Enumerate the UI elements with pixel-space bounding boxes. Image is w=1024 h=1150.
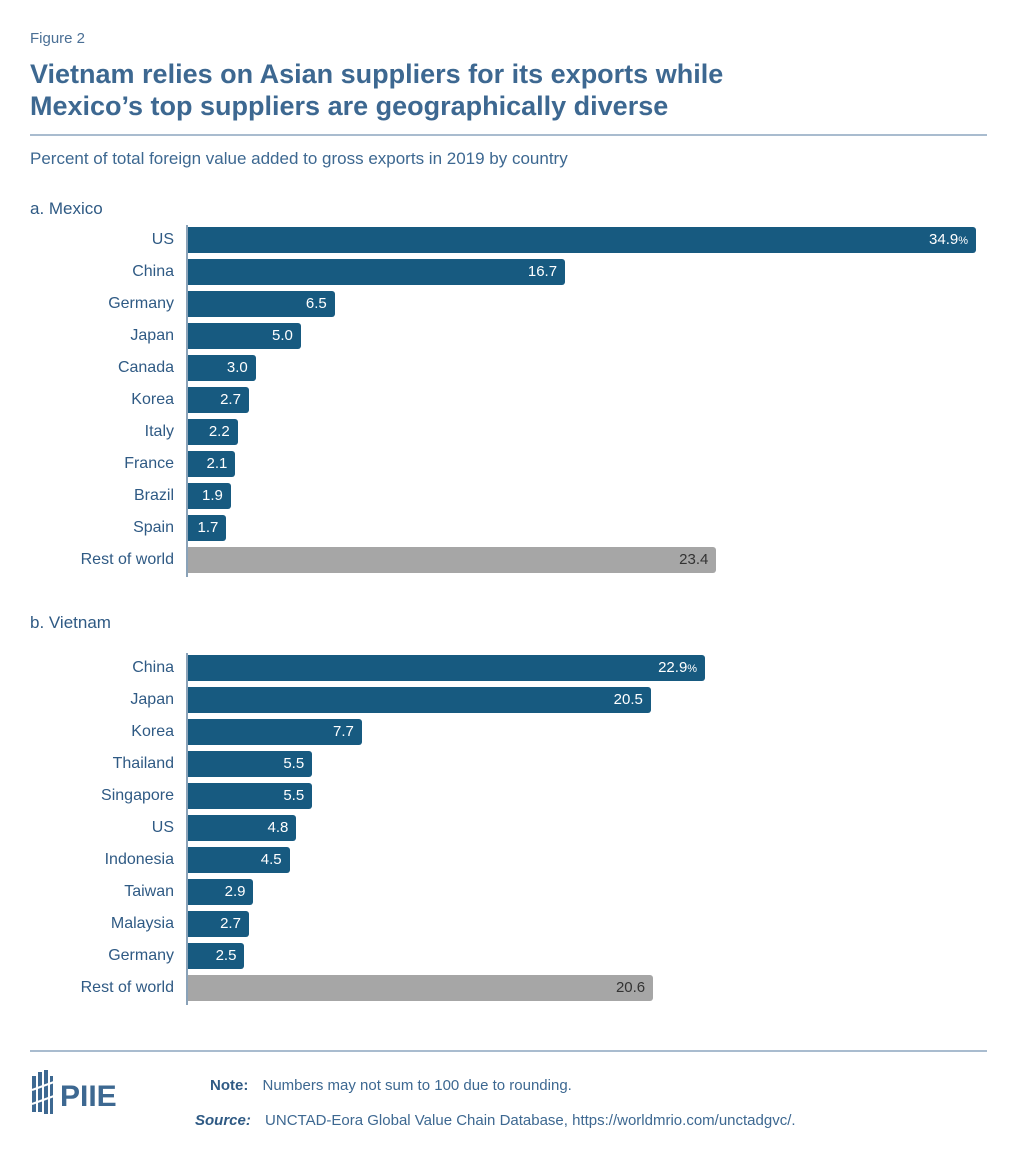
svg-text:PIIE: PIIE xyxy=(60,1080,117,1113)
bar xyxy=(188,387,249,413)
bar xyxy=(188,751,313,777)
category-label: Japan xyxy=(130,691,174,708)
bar xyxy=(188,515,227,541)
bar xyxy=(188,419,238,445)
category-label: Italy xyxy=(144,423,174,440)
category-label: Rest of world xyxy=(80,979,174,996)
value-label: 2.9 xyxy=(224,883,246,900)
category-label: Germany xyxy=(108,947,174,964)
title-divider xyxy=(30,134,987,136)
bar xyxy=(188,323,301,349)
bar xyxy=(188,815,297,841)
bar xyxy=(188,911,249,937)
value-label: 2.7 xyxy=(220,391,241,408)
value-label: 2.7 xyxy=(220,915,241,932)
bar xyxy=(188,291,335,317)
category-label: Canada xyxy=(117,359,174,376)
value-label: 1.7 xyxy=(197,519,219,536)
value-label: 5.5 xyxy=(283,787,305,804)
bar xyxy=(188,259,566,285)
bar xyxy=(188,943,245,969)
value-label: 3.0 xyxy=(226,359,248,376)
value-label: 16.7 xyxy=(527,263,558,280)
bar xyxy=(188,847,290,873)
category-label: China xyxy=(132,263,174,280)
value-label: 5.0 xyxy=(272,327,293,344)
category-label: Japan xyxy=(130,327,174,344)
value-label: 20.6 xyxy=(615,979,646,996)
bar xyxy=(188,355,256,381)
source-label: Source: xyxy=(195,1112,251,1129)
category-label: Korea xyxy=(131,391,174,408)
category-label: US xyxy=(151,819,174,836)
bar xyxy=(188,879,254,905)
bar xyxy=(188,719,362,745)
category-label: Brazil xyxy=(133,487,174,504)
category-label: Rest of world xyxy=(80,551,174,568)
bar xyxy=(188,451,236,477)
source: Source: UNCTAD-Eora Global Value Chain D… xyxy=(195,1112,796,1129)
value-label: 7.7 xyxy=(333,723,354,740)
value-label: 5.5 xyxy=(283,755,305,772)
value-label: 4.8 xyxy=(267,819,289,836)
value-label: 20.5 xyxy=(613,691,643,708)
category-label: Korea xyxy=(131,723,174,740)
axis-line xyxy=(186,225,188,577)
category-label: Singapore xyxy=(101,787,174,804)
category-label: China xyxy=(132,659,174,676)
category-label: Germany xyxy=(108,295,174,312)
source-text: UNCTAD-Eora Global Value Chain Database,… xyxy=(265,1112,796,1129)
title-line-1: Vietnam relies on Asian suppliers for it… xyxy=(30,59,724,89)
value-label: 22.9% xyxy=(658,659,698,676)
panel-title-mexico: a. Mexico xyxy=(30,199,103,218)
value-label: 2.1 xyxy=(206,455,228,472)
bar xyxy=(188,783,313,809)
panel-title-vietnam: b. Vietnam xyxy=(30,613,111,632)
value-label: 2.2 xyxy=(208,423,230,440)
title-line-2: Mexico’s top suppliers are geographicall… xyxy=(30,91,669,121)
category-label: Spain xyxy=(133,519,174,536)
value-label: 34.9% xyxy=(929,231,969,248)
bar xyxy=(188,227,977,253)
value-label: 23.4 xyxy=(679,551,709,568)
figure-title: Vietnam relies on Asian suppliers for it… xyxy=(30,58,990,122)
note: Note: Numbers may not sum to 100 due to … xyxy=(210,1077,572,1094)
category-label: Thailand xyxy=(112,755,174,772)
value-label: 2.5 xyxy=(215,947,237,964)
value-label: 1.9 xyxy=(202,487,223,504)
category-label: France xyxy=(124,455,174,472)
note-label: Note: xyxy=(210,1077,249,1094)
bar xyxy=(188,975,654,1001)
bar xyxy=(188,687,651,713)
piie-logo-icon: PIIE xyxy=(31,1070,117,1114)
category-label: US xyxy=(151,231,174,248)
note-text: Numbers may not sum to 100 due to roundi… xyxy=(262,1077,572,1094)
axis-line xyxy=(186,653,188,1005)
figure-label: Figure 2 xyxy=(30,30,86,47)
subtitle: Percent of total foreign value added to … xyxy=(30,149,568,168)
category-label: Malaysia xyxy=(110,915,174,932)
bar xyxy=(188,483,231,509)
value-label: 4.5 xyxy=(260,851,282,868)
category-label: Taiwan xyxy=(124,883,174,900)
category-label: Indonesia xyxy=(104,851,174,868)
bar xyxy=(188,655,706,681)
piie-logo: PIIE xyxy=(31,1070,142,1121)
bar xyxy=(188,547,717,573)
value-label: 6.5 xyxy=(305,295,327,312)
footer-divider xyxy=(30,1050,987,1052)
